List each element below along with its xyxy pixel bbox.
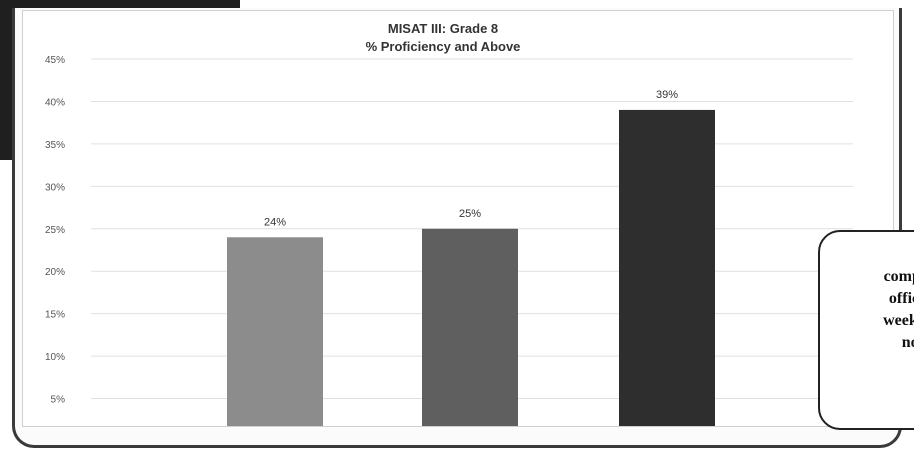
bar-2011 <box>619 109 715 426</box>
callout-line-4: week sa <box>883 312 914 329</box>
bar-2010 <box>422 228 518 426</box>
y-tick-label: 40% <box>45 97 65 108</box>
y-tick-label: 15% <box>45 310 65 321</box>
y-tick-label: 5% <box>51 395 66 406</box>
callout-line-2: compar <box>883 268 914 285</box>
callout-line-5: not a <box>901 334 914 351</box>
data-label-2009: 24% <box>264 216 286 228</box>
callout-line-1: At <box>820 244 914 266</box>
y-tick-label: 20% <box>45 267 65 278</box>
y-tick-label: 25% <box>45 225 65 236</box>
callout-box: At compar official week sa not a <box>818 230 914 430</box>
y-tick-label: 10% <box>45 352 65 363</box>
y-tick-label: 45% <box>45 55 65 66</box>
y-tick-label: 35% <box>45 140 65 151</box>
chart-subtitle: % Proficiency and Above <box>366 39 521 54</box>
bar-2009 <box>227 237 323 426</box>
data-label-2010: 25% <box>459 208 481 220</box>
bar-chart: MISAT III: Grade 8 % Proficiency and Abov… <box>45 21 853 426</box>
data-label-2011: 39% <box>656 89 678 101</box>
chart-container: MISAT III: Grade 8 % Proficiency and Abov… <box>22 10 894 427</box>
callout-line-3: official <box>888 290 914 307</box>
chart-title: MISAT III: Grade 8 <box>388 21 498 36</box>
y-tick-label: 30% <box>45 182 65 193</box>
left-dark-strip <box>0 0 12 160</box>
